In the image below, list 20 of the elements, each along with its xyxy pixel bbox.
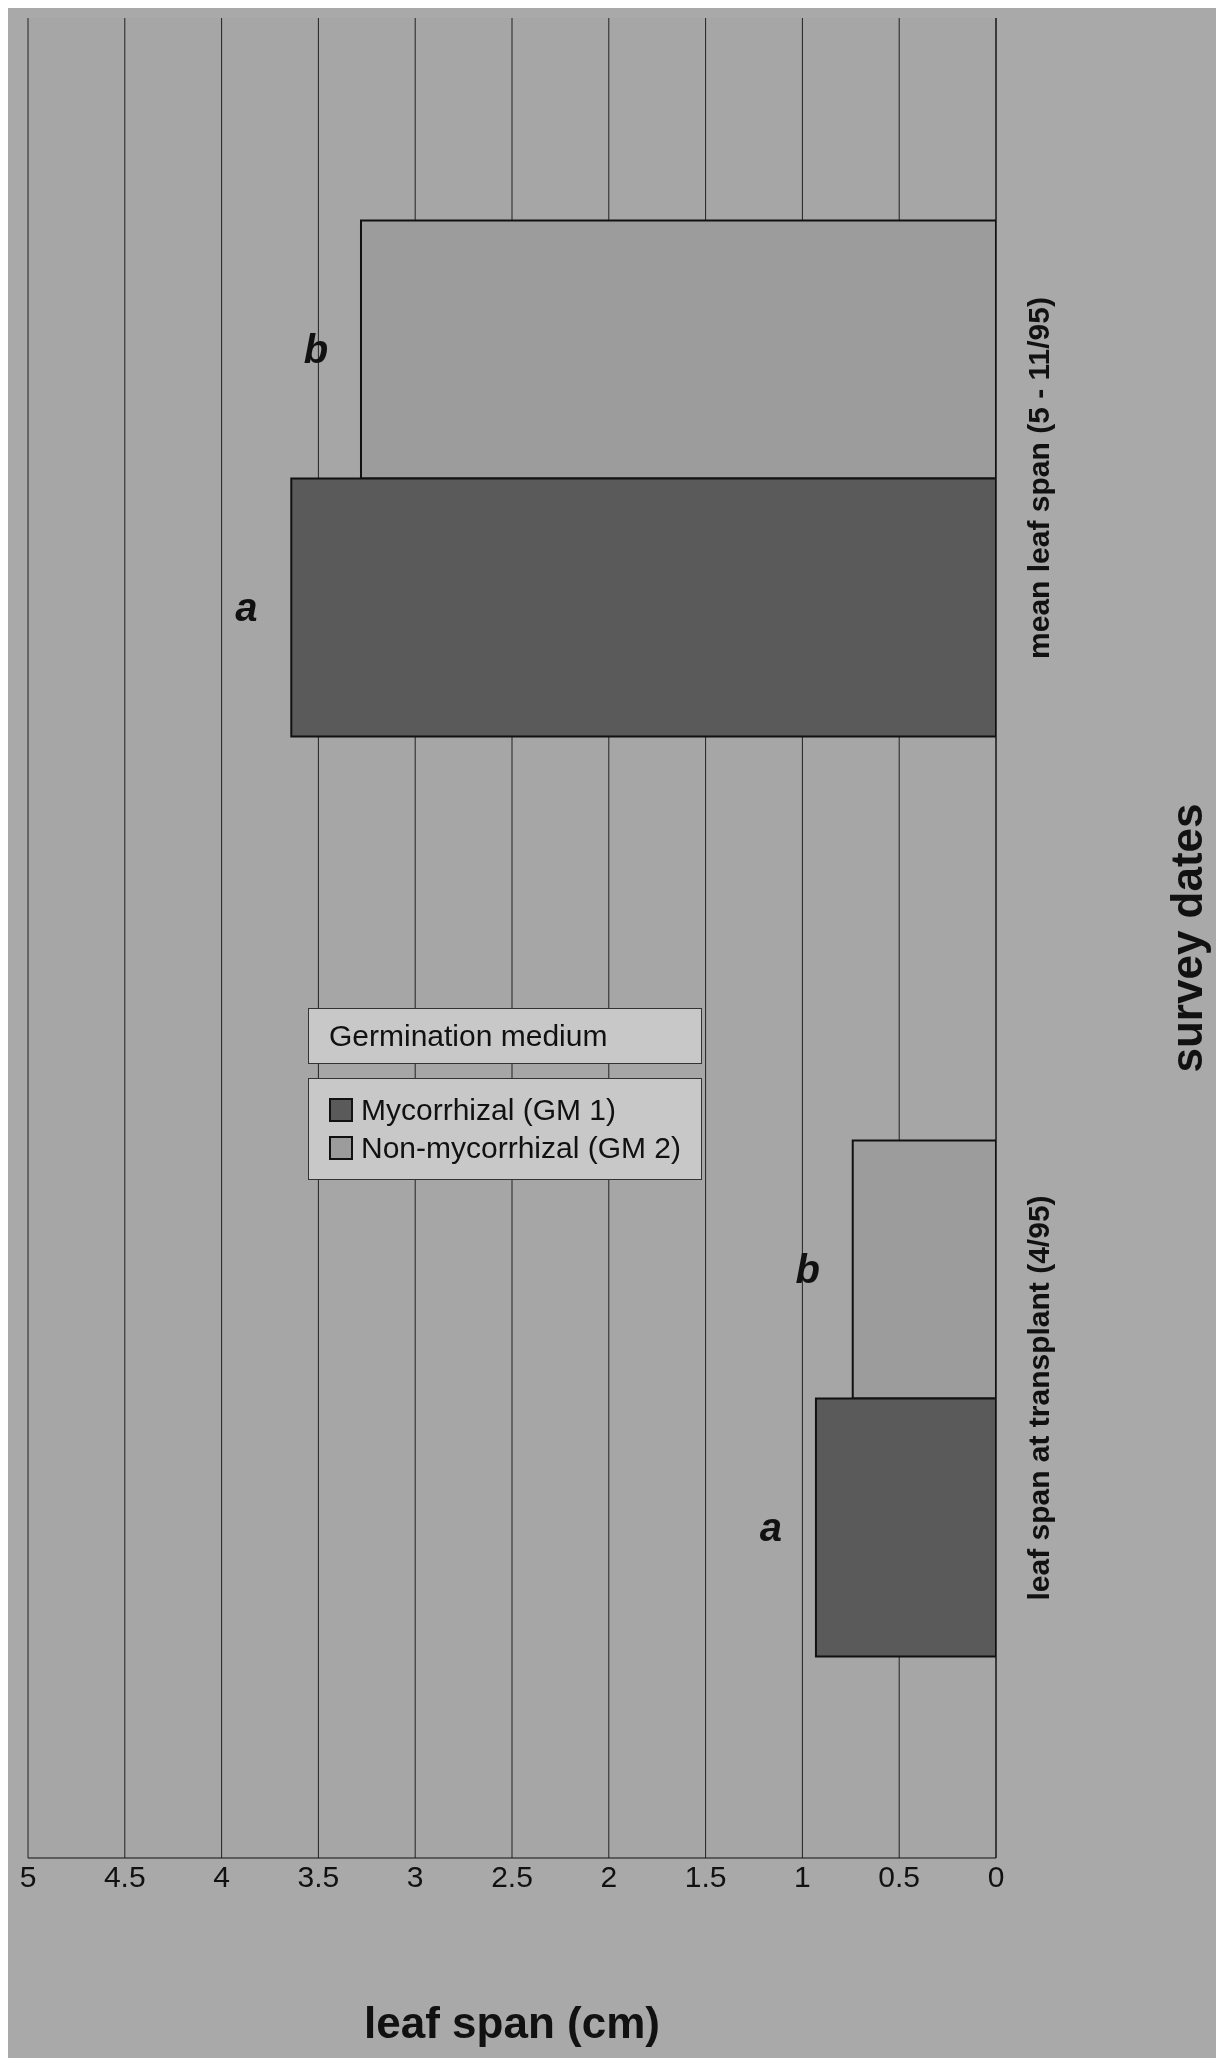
x-axis-title: leaf span (cm) — [364, 1998, 660, 2047]
annotation: a — [759, 1504, 783, 1549]
x-tick-label: 1 — [794, 1860, 811, 1894]
x-tick-label: 3 — [406, 1860, 424, 1894]
legend-label: Mycorrhizal (GM 1) — [361, 1093, 617, 1127]
x-tick-label: 3.5 — [297, 1860, 340, 1894]
legend-title: Germination medium — [308, 1008, 703, 1064]
y-tick-label: mean leaf span (5 - 11/95) — [1022, 297, 1055, 659]
annotation: a — [235, 584, 258, 629]
y-tick-label: leaf span at transplant (4/95) — [1022, 1195, 1055, 1601]
x-tick-label: 4 — [213, 1860, 230, 1894]
y-axis-title: survey dates — [1161, 803, 1211, 1073]
x-tick-label: 5 — [19, 1860, 37, 1894]
x-tick-label: 2 — [600, 1860, 618, 1894]
x-tick-label: 4.5 — [103, 1860, 146, 1894]
x-tick-label: 2.5 — [491, 1860, 533, 1894]
legend-label: Non-mycorrhizal (GM 2) — [361, 1131, 682, 1165]
x-tick-label: 1.5 — [684, 1860, 727, 1894]
x-tick-label: 0.5 — [878, 1860, 921, 1894]
x-tick-label: 0 — [987, 1860, 1005, 1894]
